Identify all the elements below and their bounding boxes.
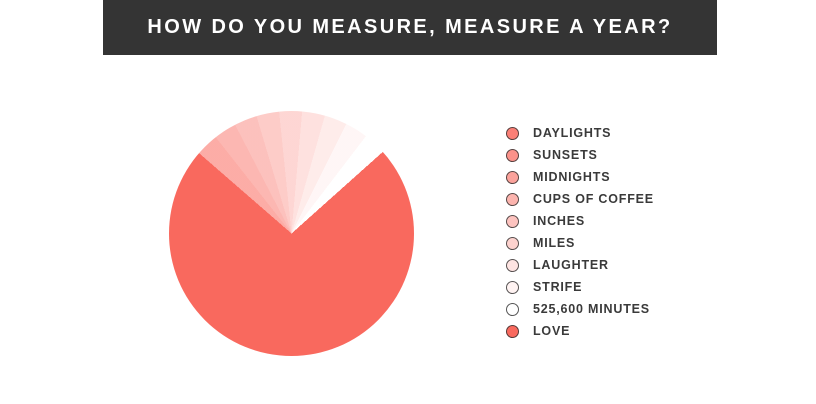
legend-dot-icon — [506, 324, 519, 338]
legend-label: LOVE — [533, 324, 571, 338]
legend-item: CUPS OF COFFEE — [506, 188, 654, 210]
legend-label: LAUGHTER — [533, 258, 609, 272]
legend-label: CUPS OF COFFEE — [533, 192, 654, 206]
legend-item: DAYLIGHTS — [506, 122, 654, 144]
legend-dot-icon — [506, 302, 519, 316]
legend-label: MILES — [533, 236, 576, 250]
legend-dot-icon — [506, 170, 519, 184]
legend-item: LOVE — [506, 320, 654, 342]
pie-chart — [169, 111, 414, 356]
legend-item: SUNSETS — [506, 144, 654, 166]
legend-item: MILES — [506, 232, 654, 254]
legend-dot-icon — [506, 280, 519, 294]
legend-item: STRIFE — [506, 276, 654, 298]
legend-item: 525,600 MINUTES — [506, 298, 654, 320]
legend-dot-icon — [506, 192, 519, 206]
title-bar: HOW DO YOU MEASURE, MEASURE A YEAR? — [103, 0, 717, 55]
legend-item: LAUGHTER — [506, 254, 654, 276]
legend-dot-icon — [506, 258, 519, 272]
legend-label: INCHES — [533, 214, 586, 228]
legend-label: STRIFE — [533, 280, 583, 294]
legend-item: MIDNIGHTS — [506, 166, 654, 188]
legend-label: MIDNIGHTS — [533, 170, 611, 184]
legend-dot-icon — [506, 148, 519, 162]
legend: DAYLIGHTS SUNSETS MIDNIGHTS CUPS OF COFFEE I… — [506, 122, 654, 342]
legend-item: INCHES — [506, 210, 654, 232]
legend-label: 525,600 MINUTES — [533, 302, 650, 316]
legend-label: SUNSETS — [533, 148, 598, 162]
legend-dot-icon — [506, 126, 519, 140]
page-title: HOW DO YOU MEASURE, MEASURE A YEAR? — [147, 16, 673, 38]
legend-dot-icon — [506, 236, 519, 250]
legend-dot-icon — [506, 214, 519, 228]
legend-label: DAYLIGHTS — [533, 126, 612, 140]
